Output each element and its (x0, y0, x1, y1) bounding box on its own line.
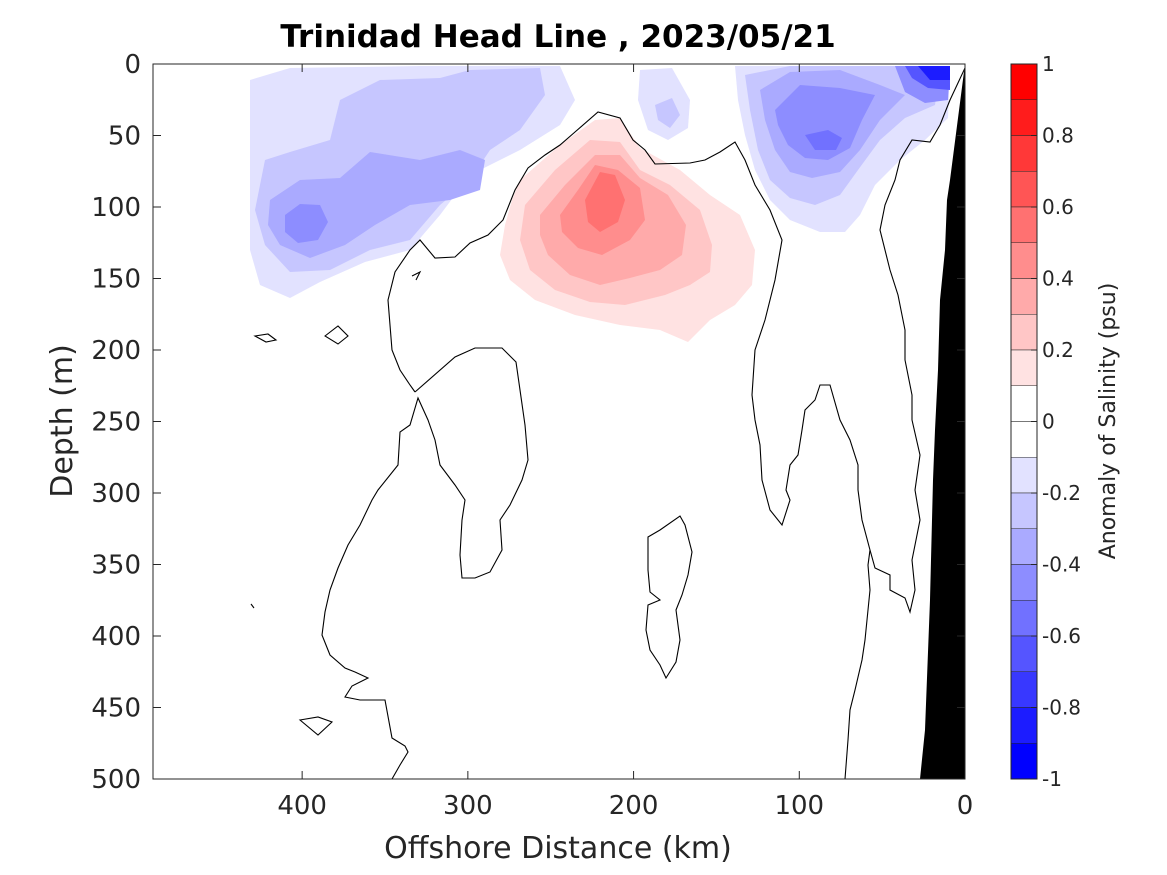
contour-fill-minus-0-2b (655, 98, 680, 128)
chart-title: Trinidad Head Line , 2023/05/21 (280, 19, 835, 55)
y-tick-label: 100 (91, 193, 141, 223)
colorbar-label: Anomaly of Salinity (psu) (1096, 283, 1121, 560)
contour-fill-minus-0-8d (918, 66, 950, 80)
colorbar-level (1010, 314, 1038, 351)
y-tick-label: 350 (91, 551, 141, 581)
y-tick-label: 450 (91, 694, 141, 724)
colorbar-level (1010, 63, 1038, 100)
zero-contour-deep-center (645, 515, 693, 680)
colorbar-level (1010, 171, 1038, 208)
y-tick-label: 200 (91, 336, 141, 366)
contour-fill-minus-0-5c (805, 130, 842, 150)
colorbar-level (1010, 600, 1038, 637)
contour-fill-minus-0-4c (775, 85, 875, 160)
colorbar-level (1010, 635, 1038, 672)
colorbar-level (1010, 242, 1038, 279)
zero-contour-deep-left (321, 347, 529, 779)
fresh-anomaly-offshore (250, 66, 575, 298)
y-tick-label: 50 (108, 122, 141, 152)
zero-contour-patch-1 (253, 333, 278, 343)
colorbar-level (1010, 206, 1038, 243)
colorbar-tick-label: 1 (1042, 52, 1055, 76)
y-tick-label: 300 (91, 479, 141, 509)
colorbar-level (1010, 492, 1038, 529)
y-tick-label: 500 (91, 765, 141, 795)
x-axis: 400 300 200 100 0 (277, 64, 973, 821)
y-axis: 0 50 100 150 200 250 300 350 400 450 500 (91, 50, 965, 795)
x-tick-label: 100 (774, 791, 824, 821)
colorbar-tick-label: -1 (1042, 767, 1062, 791)
colorbar-level (1010, 99, 1038, 136)
y-tick-label: 250 (91, 408, 141, 438)
colorbar-frame (1010, 63, 1038, 780)
y-tick-label: 400 (91, 622, 141, 652)
colorbar (1010, 63, 1038, 780)
colorbar-level (1010, 743, 1038, 780)
colorbar-tick-label: 0 (1042, 410, 1055, 434)
colorbar-tick-label: 0.4 (1042, 267, 1074, 291)
y-tick-label: 150 (91, 265, 141, 295)
saline-anomaly-core (500, 118, 755, 342)
colorbar-level (1010, 278, 1038, 315)
colorbar-tick-label: 0.6 (1042, 195, 1074, 219)
zero-contour-patch-3 (298, 716, 334, 736)
colorbar-level (1010, 671, 1038, 708)
colorbar-level (1010, 707, 1038, 744)
zero-contour-main (387, 67, 965, 614)
colorbar-level (1010, 564, 1038, 601)
y-axis-label: Depth (m) (45, 344, 80, 498)
fresh-anomaly-small (638, 68, 690, 140)
colorbar-level (1010, 421, 1038, 458)
x-tick-label: 400 (277, 791, 327, 821)
colorbar-tick-label: 0.8 (1042, 124, 1074, 148)
colorbar-level (1010, 135, 1038, 172)
colorbar-tick-label: -0.6 (1042, 624, 1081, 648)
zero-contour-patch-2 (324, 325, 349, 345)
colorbar-tick-label: -0.4 (1042, 553, 1081, 577)
colorbar-tick-label: -0.2 (1042, 481, 1081, 505)
colorbar-level (1010, 385, 1038, 422)
x-tick-label: 0 (957, 791, 974, 821)
plot-area (153, 64, 965, 779)
contour-fill-minus-0-4 (285, 204, 328, 243)
colorbar-tick-label: -0.8 (1042, 696, 1081, 720)
bathymetry-shelf (920, 64, 965, 779)
colorbar-tick-label: 0.2 (1042, 338, 1074, 362)
zero-contour-patch-4 (250, 603, 255, 609)
colorbar-level (1010, 457, 1038, 494)
x-tick-label: 300 (443, 791, 493, 821)
x-tick-label: 200 (609, 791, 659, 821)
y-tick-label: 0 (124, 50, 141, 80)
zero-contour-lines (250, 67, 965, 779)
zero-contour-nearshore-right (844, 549, 871, 779)
colorbar-ticks: 1 0.8 0.6 0.4 0.2 0 -0.2 -0.4 -0.6 -0.8 -1 (1031, 52, 1081, 791)
x-axis-label: Offshore Distance (km) (384, 831, 732, 866)
fresh-anomaly-nearshore (735, 66, 950, 232)
colorbar-level (1010, 528, 1038, 565)
zero-contour-patch-5 (411, 270, 422, 281)
colorbar-level (1010, 349, 1038, 386)
contour-fill-plus-0-5 (585, 172, 625, 232)
